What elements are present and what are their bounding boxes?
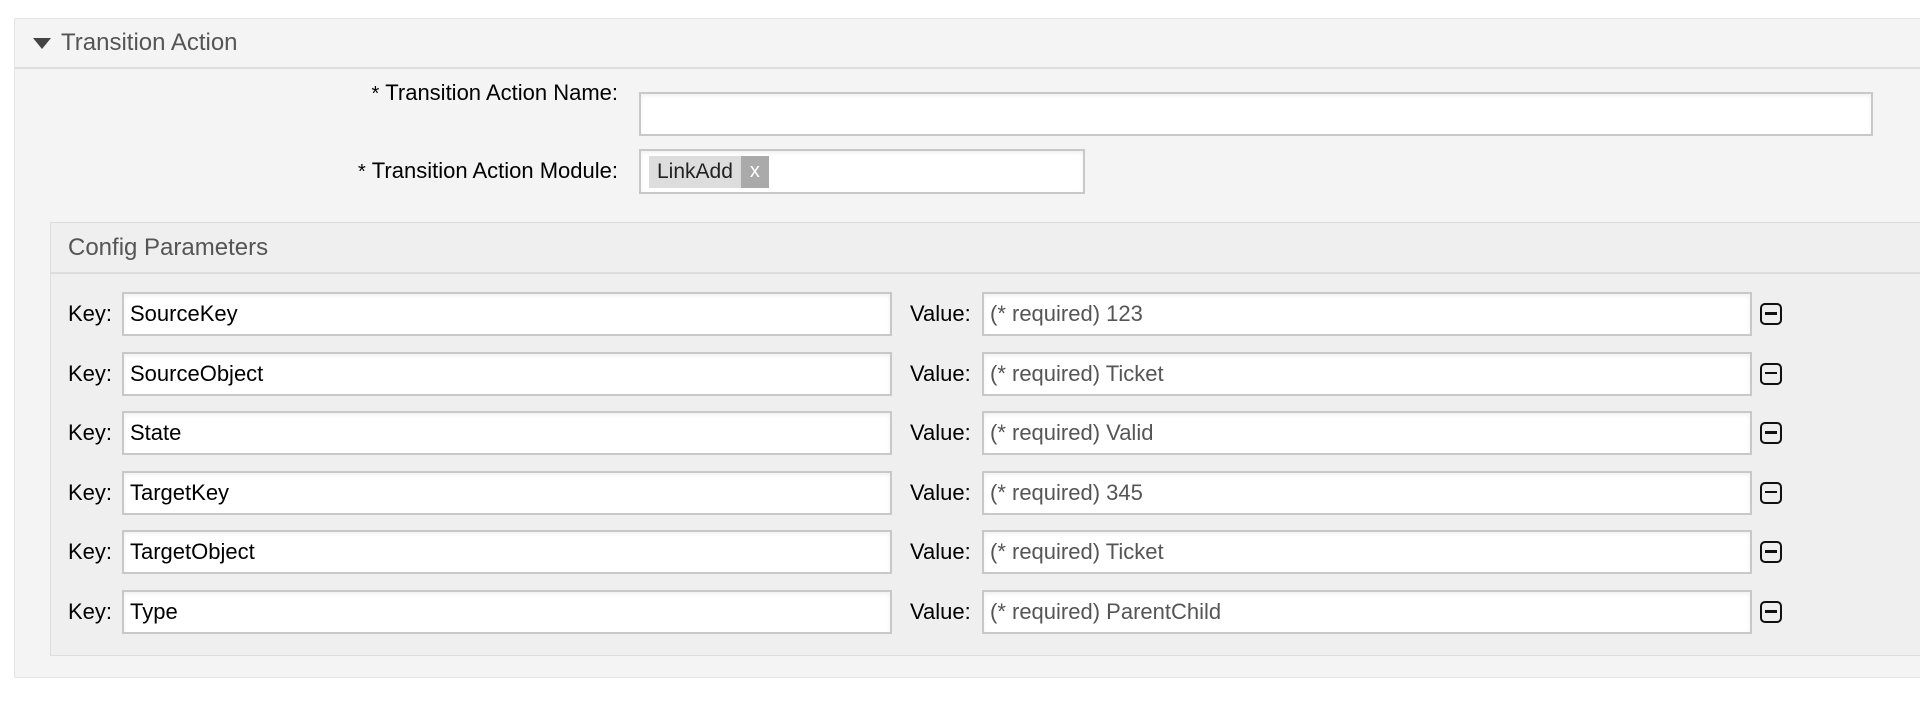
transition-action-module-select[interactable]: LinkAdd x — [639, 149, 1085, 194]
key-label: Key: — [68, 301, 113, 326]
config-row: Key: TargetKey Value: (* required) 345 — [51, 470, 1851, 515]
config-row: Key: TargetObject Value: (* required) Ti… — [51, 530, 1851, 575]
value-label: Value: — [910, 479, 971, 505]
key-input[interactable]: TargetObject — [122, 530, 892, 575]
remove-row-minus-icon[interactable] — [1760, 362, 1782, 385]
value-label: Value: — [910, 360, 971, 386]
transition-action-name-input[interactable] — [639, 92, 1873, 136]
key-input[interactable]: SourceObject — [122, 351, 892, 396]
key-input[interactable]: State — [122, 411, 892, 456]
value-input[interactable]: (* required) Valid — [982, 411, 1752, 456]
key-label: Key: — [68, 420, 113, 446]
remove-row-minus-icon[interactable] — [1760, 601, 1782, 623]
name-label-text: Transition Action Name: — [385, 80, 618, 105]
required-mark: * — [358, 161, 366, 183]
config-parameters-title: Config Parameters — [51, 223, 1920, 274]
remove-tag-button[interactable]: x — [740, 155, 769, 188]
panel-header[interactable]: Transition Action — [15, 19, 1920, 69]
module-label-text: Transition Action Module: — [371, 158, 618, 183]
value-input[interactable]: (* required) 123 — [982, 292, 1752, 336]
key-label: Key: — [68, 360, 113, 386]
caret-down-icon[interactable] — [33, 37, 51, 49]
remove-row-minus-icon[interactable] — [1760, 541, 1782, 564]
module-tag-label: LinkAdd — [657, 159, 733, 183]
remove-row-minus-icon[interactable] — [1760, 481, 1782, 504]
key-input[interactable]: SourceKey — [122, 292, 892, 336]
transition-action-module-label: * Transition Action Module: — [280, 158, 618, 184]
remove-row-minus-icon[interactable] — [1760, 303, 1782, 325]
value-input[interactable]: (* required) Ticket — [982, 351, 1752, 396]
key-label: Key: — [68, 539, 113, 565]
module-tag: LinkAdd x — [649, 155, 769, 188]
config-row: Key: State Value: (* required) Valid — [51, 411, 1851, 456]
key-input[interactable]: Type — [122, 590, 892, 634]
value-label: Value: — [910, 599, 971, 624]
config-row: Key: SourceObject Value: (* required) Ti… — [51, 351, 1851, 396]
value-label: Value: — [910, 420, 971, 446]
config-parameters-box: Config Parameters Key: SourceKey Value: … — [50, 222, 1920, 656]
value-input[interactable]: (* required) Ticket — [982, 530, 1752, 575]
config-row: Key: Type Value: (* required) ParentChil… — [51, 590, 1851, 634]
remove-row-minus-icon[interactable] — [1760, 422, 1782, 445]
value-label: Value: — [910, 539, 971, 565]
value-input[interactable]: (* required) 345 — [982, 470, 1752, 515]
value-input[interactable]: (* required) ParentChild — [982, 590, 1752, 634]
panel-title: Transition Action — [61, 29, 238, 56]
key-input[interactable]: TargetKey — [122, 470, 892, 515]
config-row: Key: SourceKey Value: (* required) 123 — [51, 292, 1851, 336]
value-label: Value: — [910, 301, 971, 326]
required-mark: * — [371, 83, 380, 105]
transition-action-name-label: * Transition Action Name: — [300, 80, 618, 106]
key-label: Key: — [68, 599, 113, 624]
key-label: Key: — [68, 479, 113, 505]
